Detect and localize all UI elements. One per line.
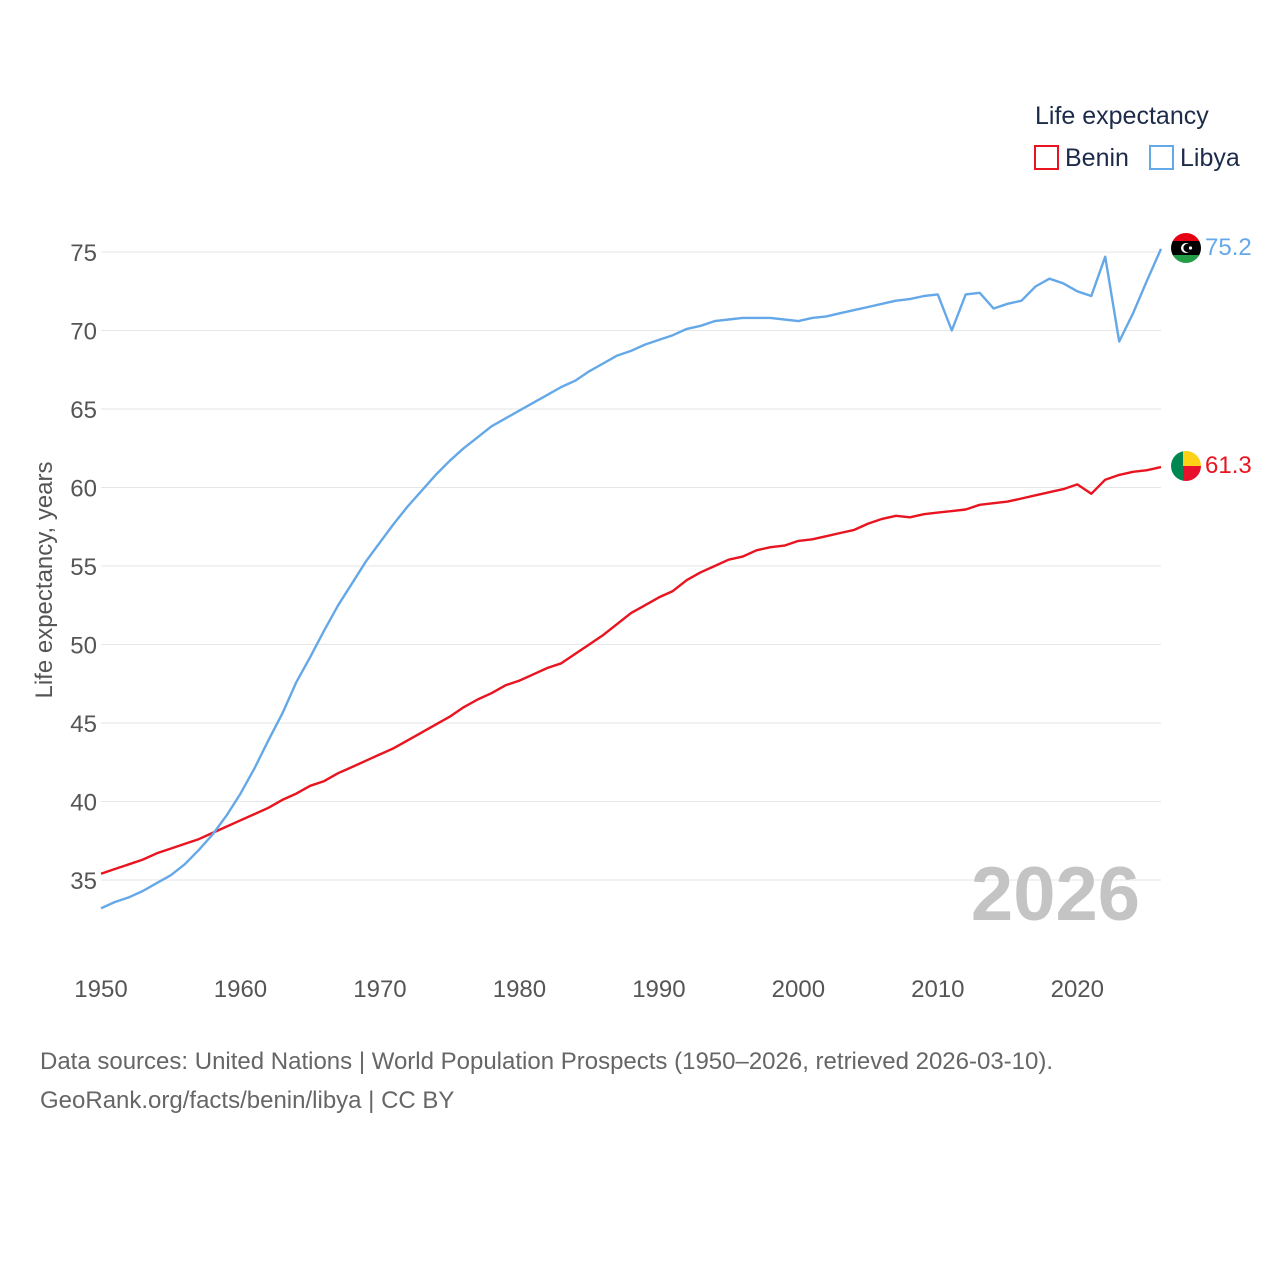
end-label-libya: 75.2: [1205, 234, 1252, 261]
legend-swatch-libya[interactable]: [1149, 145, 1174, 170]
year-stamp: 2026: [971, 852, 1140, 937]
x-tick-label: 1960: [214, 976, 267, 1003]
x-tick-label: 2020: [1051, 976, 1104, 1003]
y-tick-label: 60: [70, 476, 97, 503]
x-tick-label: 2010: [911, 976, 964, 1003]
x-axis: 1950 1960 1970 1980 1990 2000 2010 2020: [74, 976, 1104, 1003]
y-tick-label: 45: [70, 711, 97, 738]
y-tick-label: 35: [70, 868, 97, 895]
x-tick-label: 2000: [772, 976, 825, 1003]
y-tick-label: 75: [70, 240, 97, 267]
y-tick-label: 40: [70, 790, 97, 817]
legend-title: Life expectancy: [1035, 102, 1209, 130]
series-line-benin[interactable]: [100, 465, 1162, 875]
legend: Life expectancy Benin Libya: [1034, 102, 1240, 172]
data-source-text: Data sources: United Nations | World Pop…: [40, 1048, 1054, 1075]
end-label-benin: 61.3: [1205, 452, 1252, 479]
credit-text[interactable]: GeoRank.org/facts/benin/libya | CC BY: [40, 1087, 455, 1114]
legend-swatch-benin[interactable]: [1034, 145, 1059, 170]
benin-flag-icon: [1171, 451, 1201, 481]
legend-label-libya[interactable]: Libya: [1180, 144, 1240, 172]
libya-flag-icon: [1171, 233, 1201, 263]
y-axis: 35 40 45 50 55 60 65 70 75: [70, 240, 97, 895]
y-tick-label: 70: [70, 319, 97, 346]
source-footer: Data sources: United Nations | World Pop…: [40, 1042, 1053, 1120]
y-tick-label: 55: [70, 554, 97, 581]
y-axis-label: Life expectancy, years: [31, 461, 58, 698]
grid: [101, 251, 1161, 881]
x-tick-label: 1990: [632, 976, 685, 1003]
y-tick-label: 50: [70, 633, 97, 660]
series-lines: [100, 248, 1163, 910]
x-tick-label: 1950: [74, 976, 127, 1003]
x-tick-label: 1970: [353, 976, 406, 1003]
series-line-libya[interactable]: [100, 248, 1163, 910]
y-tick-label: 65: [70, 397, 97, 424]
x-tick-label: 1980: [493, 976, 546, 1003]
legend-label-benin[interactable]: Benin: [1065, 144, 1129, 172]
